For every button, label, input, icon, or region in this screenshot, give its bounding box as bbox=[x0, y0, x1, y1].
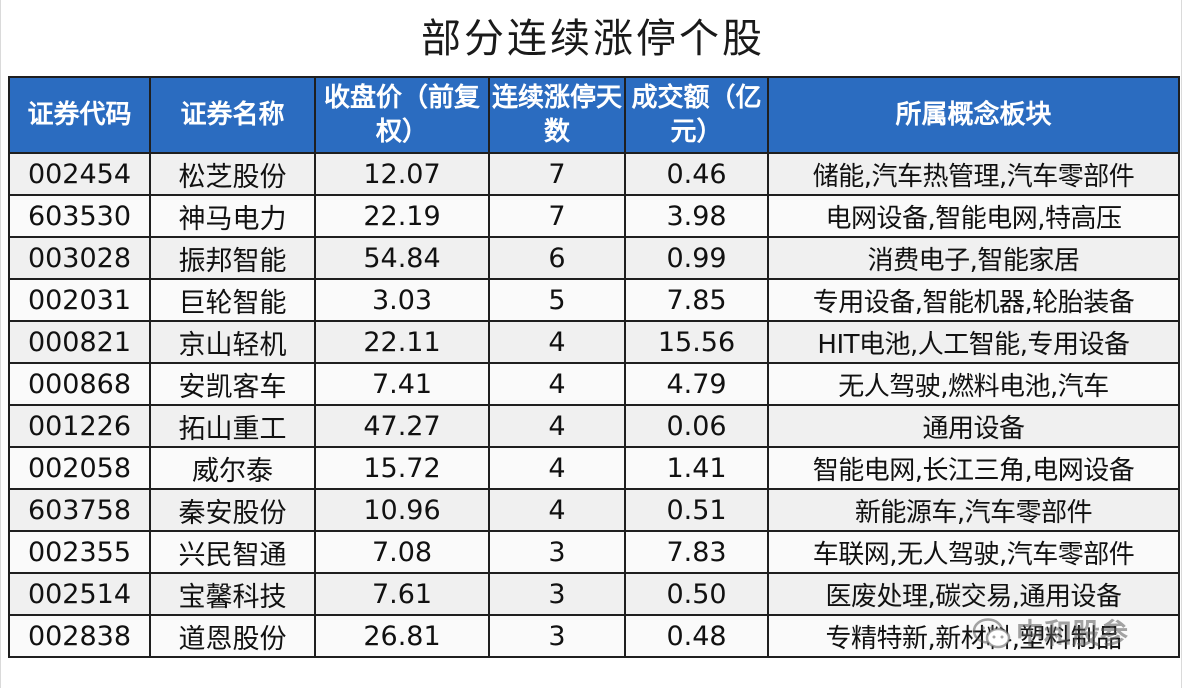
header-close-price-label: 收盘价（前复权） bbox=[323, 83, 480, 147]
cell-turnover: 0.51 bbox=[624, 488, 769, 532]
cell-turnover: 0.48 bbox=[624, 614, 769, 658]
cell-limit-up-days: 4 bbox=[488, 404, 626, 448]
cell-name: 京山轻机 bbox=[149, 320, 316, 364]
header-limit-up-days: 连续涨停天数 bbox=[488, 76, 626, 154]
cell-name: 巨轮智能 bbox=[149, 278, 316, 322]
cell-code: 002838 bbox=[8, 614, 151, 658]
table-row: 003028 振邦智能 54.84 6 0.99 消费电子,智能家居 bbox=[8, 236, 1180, 280]
cell-close-price: 22.19 bbox=[314, 194, 490, 238]
stock-table: 证券代码 证券名称 收盘价（前复权） 连续涨停天数 成交额（亿元） 所属概念板块… bbox=[8, 76, 1180, 658]
cell-code: 002058 bbox=[8, 446, 151, 490]
cell-name: 兴民智通 bbox=[149, 530, 316, 574]
cell-concept: 消费电子,智能家居 bbox=[767, 236, 1180, 280]
cell-turnover: 7.85 bbox=[624, 278, 769, 322]
table-row: 002514 宝馨科技 7.61 3 0.50 医废处理,碳交易,通用设备 bbox=[8, 572, 1180, 616]
table-row: 002838 道恩股份 26.81 3 0.48 专精特新,新材料,塑料制品 bbox=[8, 614, 1180, 658]
table-row: 002355 兴民智通 7.08 3 7.83 车联网,无人驾驶,汽车零部件 bbox=[8, 530, 1180, 574]
cell-name: 松芝股份 bbox=[149, 152, 316, 196]
header-code: 证券代码 bbox=[8, 76, 151, 154]
cell-name: 威尔泰 bbox=[149, 446, 316, 490]
cell-turnover: 0.99 bbox=[624, 236, 769, 280]
cell-close-price: 47.27 bbox=[314, 404, 490, 448]
cell-turnover: 0.46 bbox=[624, 152, 769, 196]
cell-limit-up-days: 4 bbox=[488, 320, 626, 364]
cell-limit-up-days: 6 bbox=[488, 236, 626, 280]
cell-code: 002355 bbox=[8, 530, 151, 574]
cell-concept: 专用设备,智能机器,轮胎装备 bbox=[767, 278, 1180, 322]
header-turnover: 成交额（亿元） bbox=[624, 76, 769, 154]
table-row: 000821 京山轻机 22.11 4 15.56 HIT电池,人工智能,专用设备 bbox=[8, 320, 1180, 364]
cell-turnover: 3.98 bbox=[624, 194, 769, 238]
cell-concept: HIT电池,人工智能,专用设备 bbox=[767, 320, 1180, 364]
table-row: 603758 秦安股份 10.96 4 0.51 新能源车,汽车零部件 bbox=[8, 488, 1180, 532]
cell-limit-up-days: 3 bbox=[488, 614, 626, 658]
cell-concept: 医废处理,碳交易,通用设备 bbox=[767, 572, 1180, 616]
cell-close-price: 7.61 bbox=[314, 572, 490, 616]
cell-name: 神马电力 bbox=[149, 194, 316, 238]
cell-turnover: 0.06 bbox=[624, 404, 769, 448]
cell-code: 603758 bbox=[8, 488, 151, 532]
cell-concept: 电网设备,智能电网,特高压 bbox=[767, 194, 1180, 238]
cell-close-price: 10.96 bbox=[314, 488, 490, 532]
cell-turnover: 4.79 bbox=[624, 362, 769, 406]
cell-name: 安凯客车 bbox=[149, 362, 316, 406]
cell-name: 道恩股份 bbox=[149, 614, 316, 658]
cell-code: 002454 bbox=[8, 152, 151, 196]
cell-name: 拓山重工 bbox=[149, 404, 316, 448]
cell-name: 宝馨科技 bbox=[149, 572, 316, 616]
cell-concept: 通用设备 bbox=[767, 404, 1180, 448]
header-name: 证券名称 bbox=[149, 76, 316, 154]
cell-limit-up-days: 7 bbox=[488, 152, 626, 196]
header-close-price: 收盘价（前复权） bbox=[314, 76, 490, 154]
cell-turnover: 0.50 bbox=[624, 572, 769, 616]
cell-limit-up-days: 4 bbox=[488, 362, 626, 406]
table-row: 002454 松芝股份 12.07 7 0.46 储能,汽车热管理,汽车零部件 bbox=[8, 152, 1180, 196]
table-header-row: 证券代码 证券名称 收盘价（前复权） 连续涨停天数 成交额（亿元） 所属概念板块 bbox=[8, 76, 1180, 154]
cell-close-price: 7.41 bbox=[314, 362, 490, 406]
cell-close-price: 7.08 bbox=[314, 530, 490, 574]
cell-concept: 无人驾驶,燃料电池,汽车 bbox=[767, 362, 1180, 406]
cell-turnover: 1.41 bbox=[624, 446, 769, 490]
cell-code: 000821 bbox=[8, 320, 151, 364]
table-row: 000868 安凯客车 7.41 4 4.79 无人驾驶,燃料电池,汽车 bbox=[8, 362, 1180, 406]
cell-name: 振邦智能 bbox=[149, 236, 316, 280]
cell-code: 000868 bbox=[8, 362, 151, 406]
table-body: 002454 松芝股份 12.07 7 0.46 储能,汽车热管理,汽车零部件 603530… bbox=[8, 152, 1180, 658]
cell-limit-up-days: 3 bbox=[488, 572, 626, 616]
cell-code: 002031 bbox=[8, 278, 151, 322]
cell-close-price: 26.81 bbox=[314, 614, 490, 658]
cell-limit-up-days: 5 bbox=[488, 278, 626, 322]
table-row: 603530 神马电力 22.19 7 3.98 电网设备,智能电网,特高压 bbox=[8, 194, 1180, 238]
table-row: 002031 巨轮智能 3.03 5 7.85 专用设备,智能机器,轮胎装备 bbox=[8, 278, 1180, 322]
cell-concept: 专精特新,新材料,塑料制品 bbox=[767, 614, 1180, 658]
table-row: 001226 拓山重工 47.27 4 0.06 通用设备 bbox=[8, 404, 1180, 448]
cell-code: 003028 bbox=[8, 236, 151, 280]
cell-name: 秦安股份 bbox=[149, 488, 316, 532]
cell-concept: 智能电网,长江三角,电网设备 bbox=[767, 446, 1180, 490]
cell-limit-up-days: 4 bbox=[488, 488, 626, 532]
cell-concept: 新能源车,汽车零部件 bbox=[767, 488, 1180, 532]
cell-close-price: 3.03 bbox=[314, 278, 490, 322]
cell-concept: 车联网,无人驾驶,汽车零部件 bbox=[767, 530, 1180, 574]
cell-close-price: 22.11 bbox=[314, 320, 490, 364]
cell-turnover: 7.83 bbox=[624, 530, 769, 574]
cell-code: 603530 bbox=[8, 194, 151, 238]
cell-turnover: 15.56 bbox=[624, 320, 769, 364]
cell-close-price: 12.07 bbox=[314, 152, 490, 196]
header-turnover-label: 成交额（亿元） bbox=[631, 83, 762, 147]
cell-close-price: 15.72 bbox=[314, 446, 490, 490]
cell-code: 001226 bbox=[8, 404, 151, 448]
cell-code: 002514 bbox=[8, 572, 151, 616]
table-row: 002058 威尔泰 15.72 4 1.41 智能电网,长江三角,电网设备 bbox=[8, 446, 1180, 490]
cell-concept: 储能,汽车热管理,汽车零部件 bbox=[767, 152, 1180, 196]
cell-limit-up-days: 4 bbox=[488, 446, 626, 490]
cell-close-price: 54.84 bbox=[314, 236, 490, 280]
header-concept: 所属概念板块 bbox=[767, 76, 1180, 154]
cell-limit-up-days: 3 bbox=[488, 530, 626, 574]
header-limit-up-days-label: 连续涨停天数 bbox=[491, 83, 622, 147]
cell-limit-up-days: 7 bbox=[488, 194, 626, 238]
table-title: 部分连续涨停个股 bbox=[421, 16, 765, 62]
